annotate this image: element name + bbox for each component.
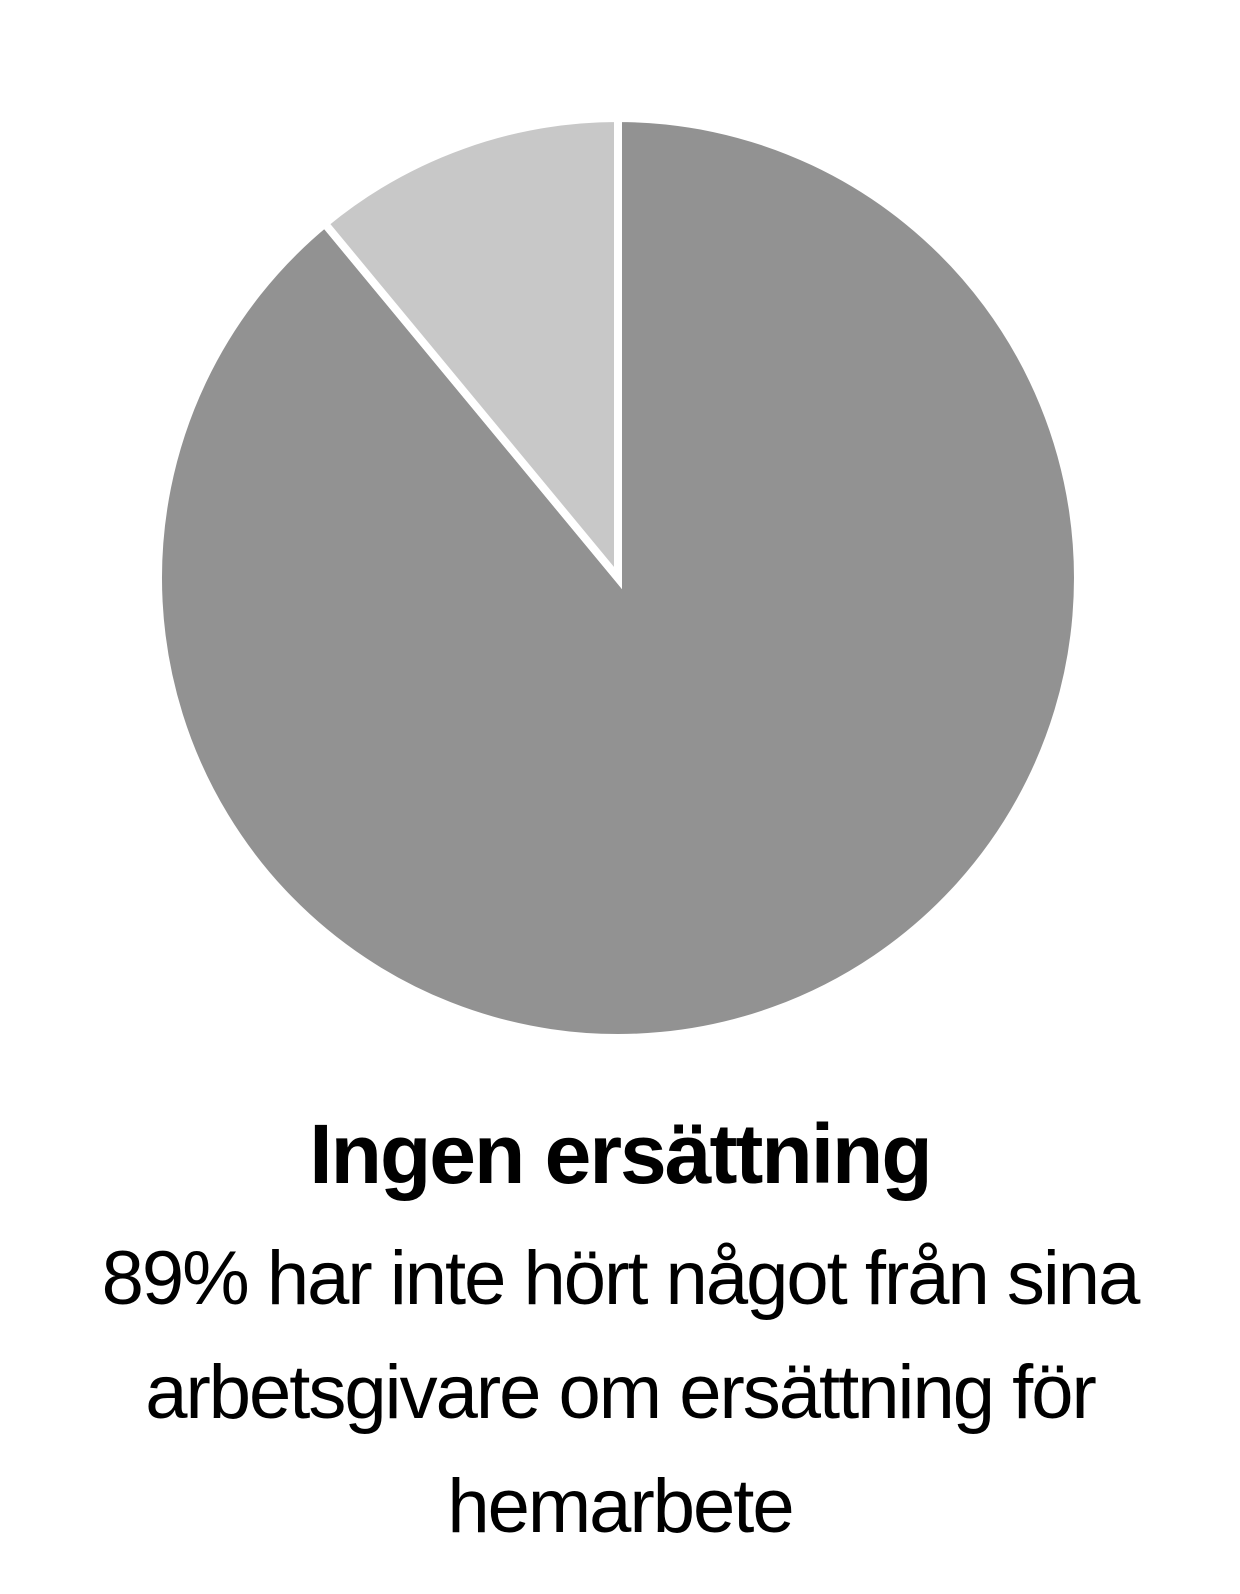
- pie-outer-edge: [150, 110, 1086, 1046]
- pie-chart: [150, 110, 1086, 1046]
- chart-subtitle: 89% har inte hört något från sina arbets…: [101, 1236, 1141, 1549]
- pie-slice-2: [319, 113, 622, 590]
- chart-title: Ingen ersättning: [309, 1107, 932, 1201]
